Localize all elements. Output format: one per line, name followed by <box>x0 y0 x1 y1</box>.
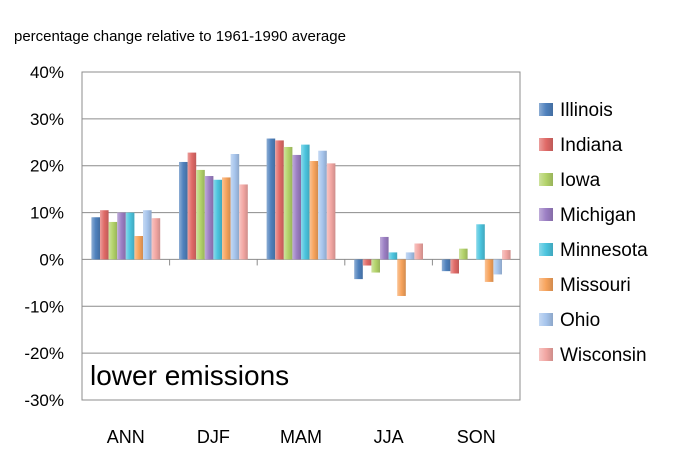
legend-label-michigan: Michigan <box>560 205 636 226</box>
legend-label-illinois: Illinois <box>560 100 613 121</box>
bar-illinois-jja <box>354 259 363 280</box>
bar-minnesota-ann <box>125 212 135 260</box>
x-axis-tick-labels: ANN DJF MAM JJA SON <box>107 427 496 447</box>
legend-swatch-illinois <box>539 103 553 116</box>
plot-area-frame <box>81 71 521 401</box>
legend-swatch-michigan <box>539 208 553 221</box>
y-tick-label: -30% <box>24 391 64 410</box>
bar-indiana-son <box>450 259 459 274</box>
bar-illinois-son <box>441 259 451 272</box>
bar-iowa-djf <box>196 169 205 260</box>
x-tick-label: MAM <box>280 427 322 447</box>
bars <box>91 138 511 296</box>
bar-ohio-ann <box>143 210 152 260</box>
bar-michigan-jja <box>380 236 389 260</box>
legend-swatch-indiana <box>539 138 553 151</box>
y-tick-label: -10% <box>24 297 64 316</box>
bar-wisconsin-jja <box>414 243 423 260</box>
chart-title: percentage change relative to 1961-1990 … <box>14 28 346 45</box>
legend: Illinois Indiana Iowa Michigan Minnesota Miss… <box>539 100 648 366</box>
bar-wisconsin-son <box>502 250 511 260</box>
bar-missouri-ann <box>134 236 143 260</box>
bar-ohio-djf <box>230 154 240 260</box>
bar-illinois-ann <box>91 217 100 260</box>
bar-missouri-djf <box>222 177 231 260</box>
y-tick-label: 30% <box>30 110 64 129</box>
bar-iowa-ann <box>108 221 118 260</box>
bar-wisconsin-ann <box>151 218 161 260</box>
bar-michigan-djf <box>204 176 214 260</box>
bar-indiana-mam <box>275 140 284 260</box>
bar-missouri-mam <box>309 161 319 260</box>
legend-swatch-wisconsin <box>539 348 553 361</box>
y-tick-label: 40% <box>30 63 64 82</box>
bar-minnesota-mam <box>301 144 310 260</box>
legend-label-missouri: Missouri <box>560 275 631 296</box>
legend-label-ohio: Ohio <box>560 310 600 331</box>
legend-swatch-minnesota <box>539 243 553 256</box>
bar-michigan-ann <box>117 212 126 260</box>
bar-minnesota-son <box>476 224 485 260</box>
bar-ohio-mam <box>318 150 327 260</box>
bar-illinois-djf <box>179 161 188 260</box>
bar-illinois-mam <box>266 138 276 260</box>
x-tick-label: JJA <box>374 427 404 447</box>
legend-swatch-iowa <box>539 173 553 186</box>
bar-minnesota-djf <box>213 179 222 260</box>
bar-ohio-jja <box>405 252 415 260</box>
x-tick-label: DJF <box>197 427 230 447</box>
legend-label-indiana: Indiana <box>560 135 623 156</box>
bar-indiana-jja <box>362 259 372 266</box>
y-axis-tick-labels: 40% 30% 20% 10% 0% -10% -20% -30% <box>24 63 64 410</box>
y-tick-label: 20% <box>30 157 64 176</box>
y-tick-label: 0% <box>39 250 64 269</box>
bar-iowa-son <box>459 248 468 260</box>
annotation-lower-emissions: lower emissions <box>90 360 289 391</box>
bar-minnesota-jja <box>388 252 398 260</box>
bar-indiana-djf <box>187 152 197 260</box>
legend-swatch-missouri <box>539 278 553 291</box>
bar-ohio-son <box>493 259 502 275</box>
bar-iowa-jja <box>371 259 380 273</box>
legend-swatch-ohio <box>539 313 553 326</box>
bar-iowa-mam <box>283 146 293 260</box>
y-tick-label: 10% <box>30 204 64 223</box>
legend-label-wisconsin: Wisconsin <box>560 345 647 366</box>
bar-wisconsin-mam <box>326 163 336 260</box>
bar-michigan-mam <box>292 154 301 260</box>
legend-label-minnesota: Minnesota <box>560 240 648 261</box>
bar-missouri-jja <box>397 259 406 296</box>
bar-wisconsin-djf <box>239 184 248 260</box>
bar-indiana-ann <box>100 210 109 260</box>
y-tick-label: -20% <box>24 344 64 363</box>
bar-missouri-son <box>484 259 494 282</box>
x-tick-label: SON <box>457 427 496 447</box>
x-tick-label: ANN <box>107 427 145 447</box>
legend-label-iowa: Iowa <box>560 170 601 191</box>
